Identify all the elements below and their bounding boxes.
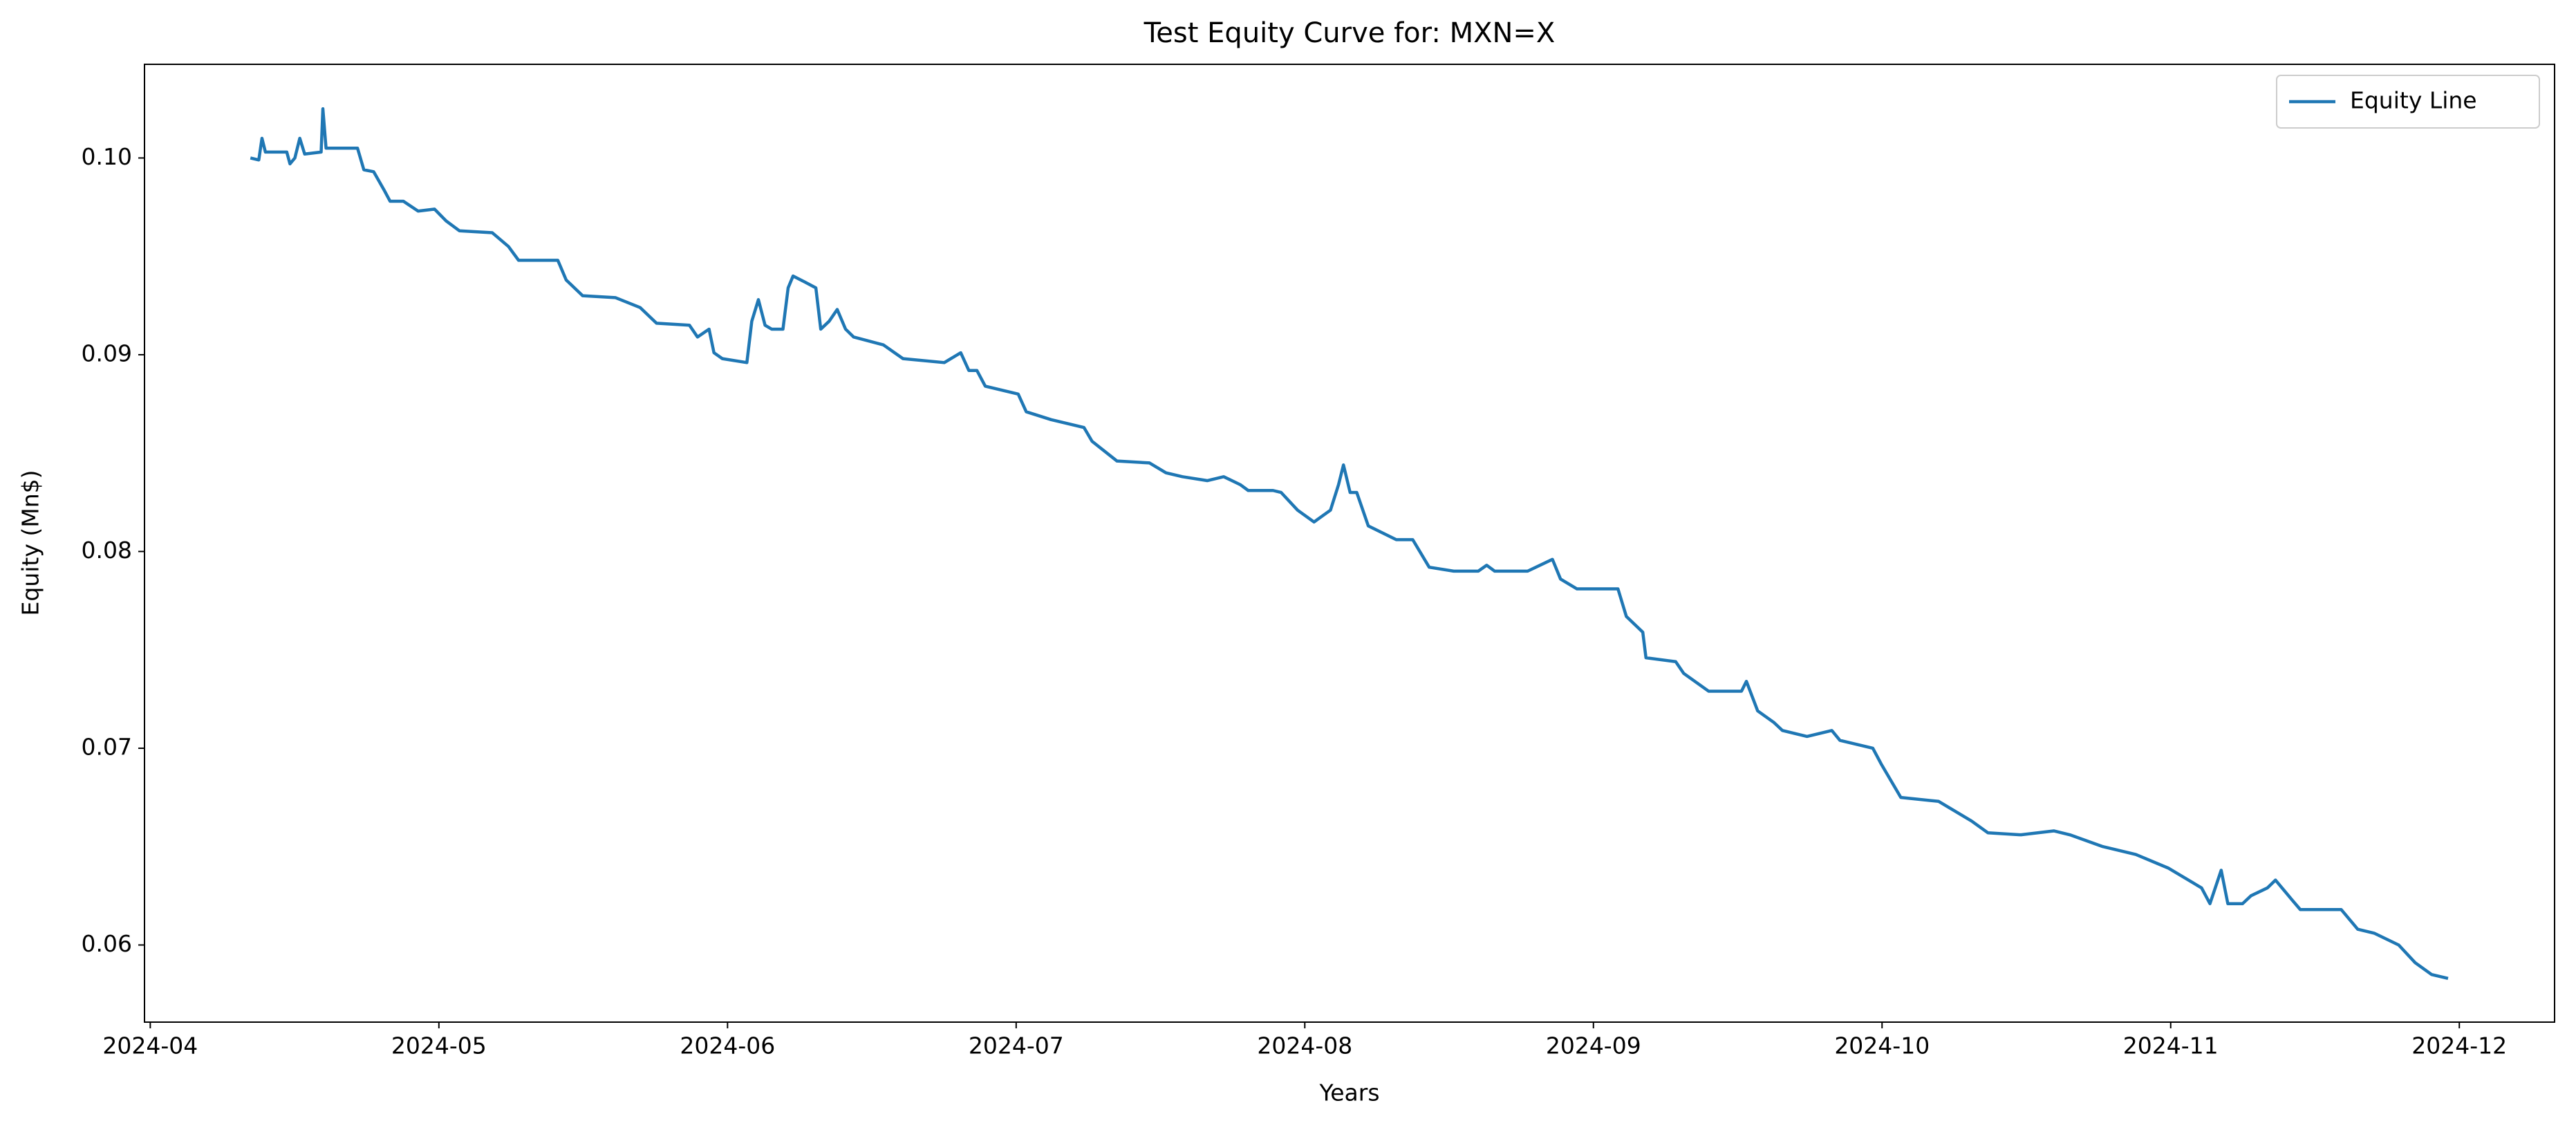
x-tick-label: 2024-12 — [2411, 1032, 2507, 1059]
x-tick-label: 2024-06 — [680, 1032, 775, 1059]
x-axis-label: Years — [1318, 1080, 1379, 1106]
x-tick-label: 2024-09 — [1546, 1032, 1641, 1059]
x-tick-label: 2024-04 — [102, 1032, 198, 1059]
y-tick-label: 0.09 — [82, 340, 132, 367]
y-tick-label: 0.07 — [82, 733, 132, 760]
legend-label: Equity Line — [2350, 87, 2477, 114]
legend-box — [2276, 75, 2540, 129]
x-tick-label: 2024-10 — [1834, 1032, 1930, 1059]
y-tick-label: 0.06 — [82, 930, 132, 957]
chart-title: Test Equity Curve for: MXN=X — [1144, 17, 1556, 49]
x-tick-label: 2024-05 — [391, 1032, 487, 1059]
y-tick-label: 0.10 — [82, 143, 132, 170]
y-tick-label: 0.08 — [82, 537, 132, 564]
equity-line — [250, 107, 2449, 981]
x-tick-label: 2024-07 — [969, 1032, 1064, 1059]
x-tick-label: 2024-08 — [1257, 1032, 1352, 1059]
axes-frame — [144, 64, 2555, 1023]
x-tick-label: 2024-11 — [2123, 1032, 2219, 1059]
y-axis-label: Equity (Mn$) — [17, 470, 44, 616]
